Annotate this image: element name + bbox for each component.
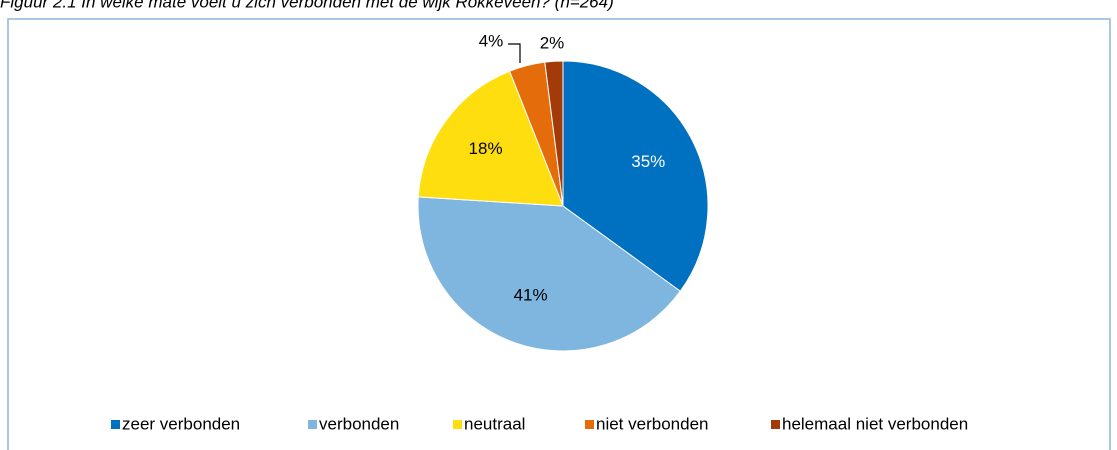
data-label: 4%	[479, 31, 504, 50]
pie-slice	[417, 70, 564, 207]
data-label: 18%	[469, 139, 503, 158]
legend-label: niet verbonden	[596, 414, 708, 433]
pie-slice	[417, 196, 682, 352]
legend-swatch	[771, 420, 780, 429]
chart-border	[7, 18, 1111, 450]
legend-swatch	[453, 420, 462, 429]
legend-label: zeer verbonden	[122, 414, 240, 433]
legend-swatch	[585, 420, 594, 429]
legend-label: neutraal	[464, 414, 525, 433]
legend-label: verbonden	[319, 414, 399, 433]
data-label: 41%	[514, 286, 548, 305]
data-label: 35%	[631, 152, 665, 171]
data-label: 2%	[540, 33, 565, 52]
leader-line	[508, 43, 521, 63]
legend-label: helemaal niet verbonden	[782, 414, 968, 433]
pie-slice	[562, 60, 709, 292]
legend-swatch	[111, 420, 120, 429]
pie-slice	[544, 60, 564, 207]
chart-title: Figuur 2.1 In welke mate voelt u zich ve…	[0, 0, 614, 11]
legend-swatch	[308, 420, 317, 429]
